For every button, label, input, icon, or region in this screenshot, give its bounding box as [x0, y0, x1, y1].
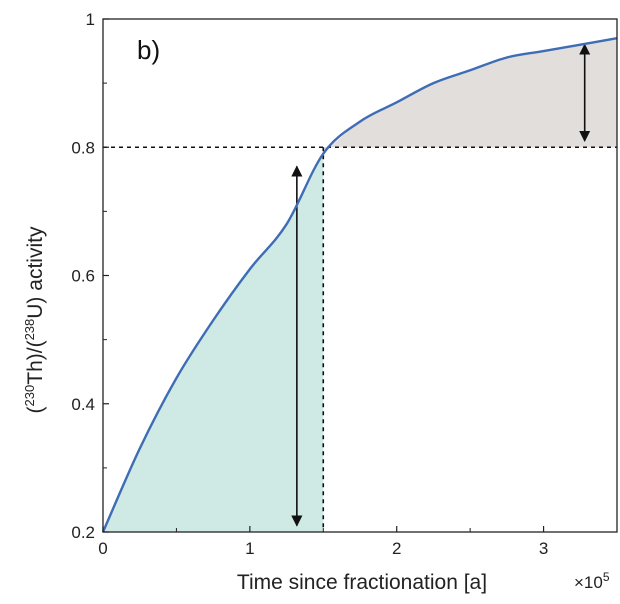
x-tick-label: 1 — [245, 539, 254, 558]
y-tick-label: 0.8 — [71, 138, 95, 157]
x-axis-label: Time since fractionation [a] — [237, 571, 487, 594]
series-curve — [101, 37, 618, 533]
shaded-region-below-curve — [103, 153, 324, 532]
x-multiplier: ×105 — [574, 570, 610, 592]
y-tick-label: 1 — [86, 10, 95, 29]
curve-layer — [101, 37, 618, 533]
panel-label: b) — [137, 35, 160, 65]
arrows — [291, 43, 591, 527]
ticks: 0 1 2 3 0.2 0.4 0.6 0.8 1 — [71, 10, 548, 558]
y-axis-label: (230Th)/(238U) activity — [22, 226, 47, 413]
y-tick-label: 0.2 — [71, 523, 95, 542]
shaded-region-above-reference — [323, 38, 617, 154]
y-tick-label: 0.4 — [71, 395, 95, 414]
shaded-regions — [103, 38, 617, 532]
x-tick-label: 0 — [98, 539, 107, 558]
reference-lines — [103, 146, 617, 532]
y-tick-label: 0.6 — [71, 267, 95, 286]
x-tick-label: 3 — [539, 539, 548, 558]
x-tick-label: 2 — [392, 539, 401, 558]
